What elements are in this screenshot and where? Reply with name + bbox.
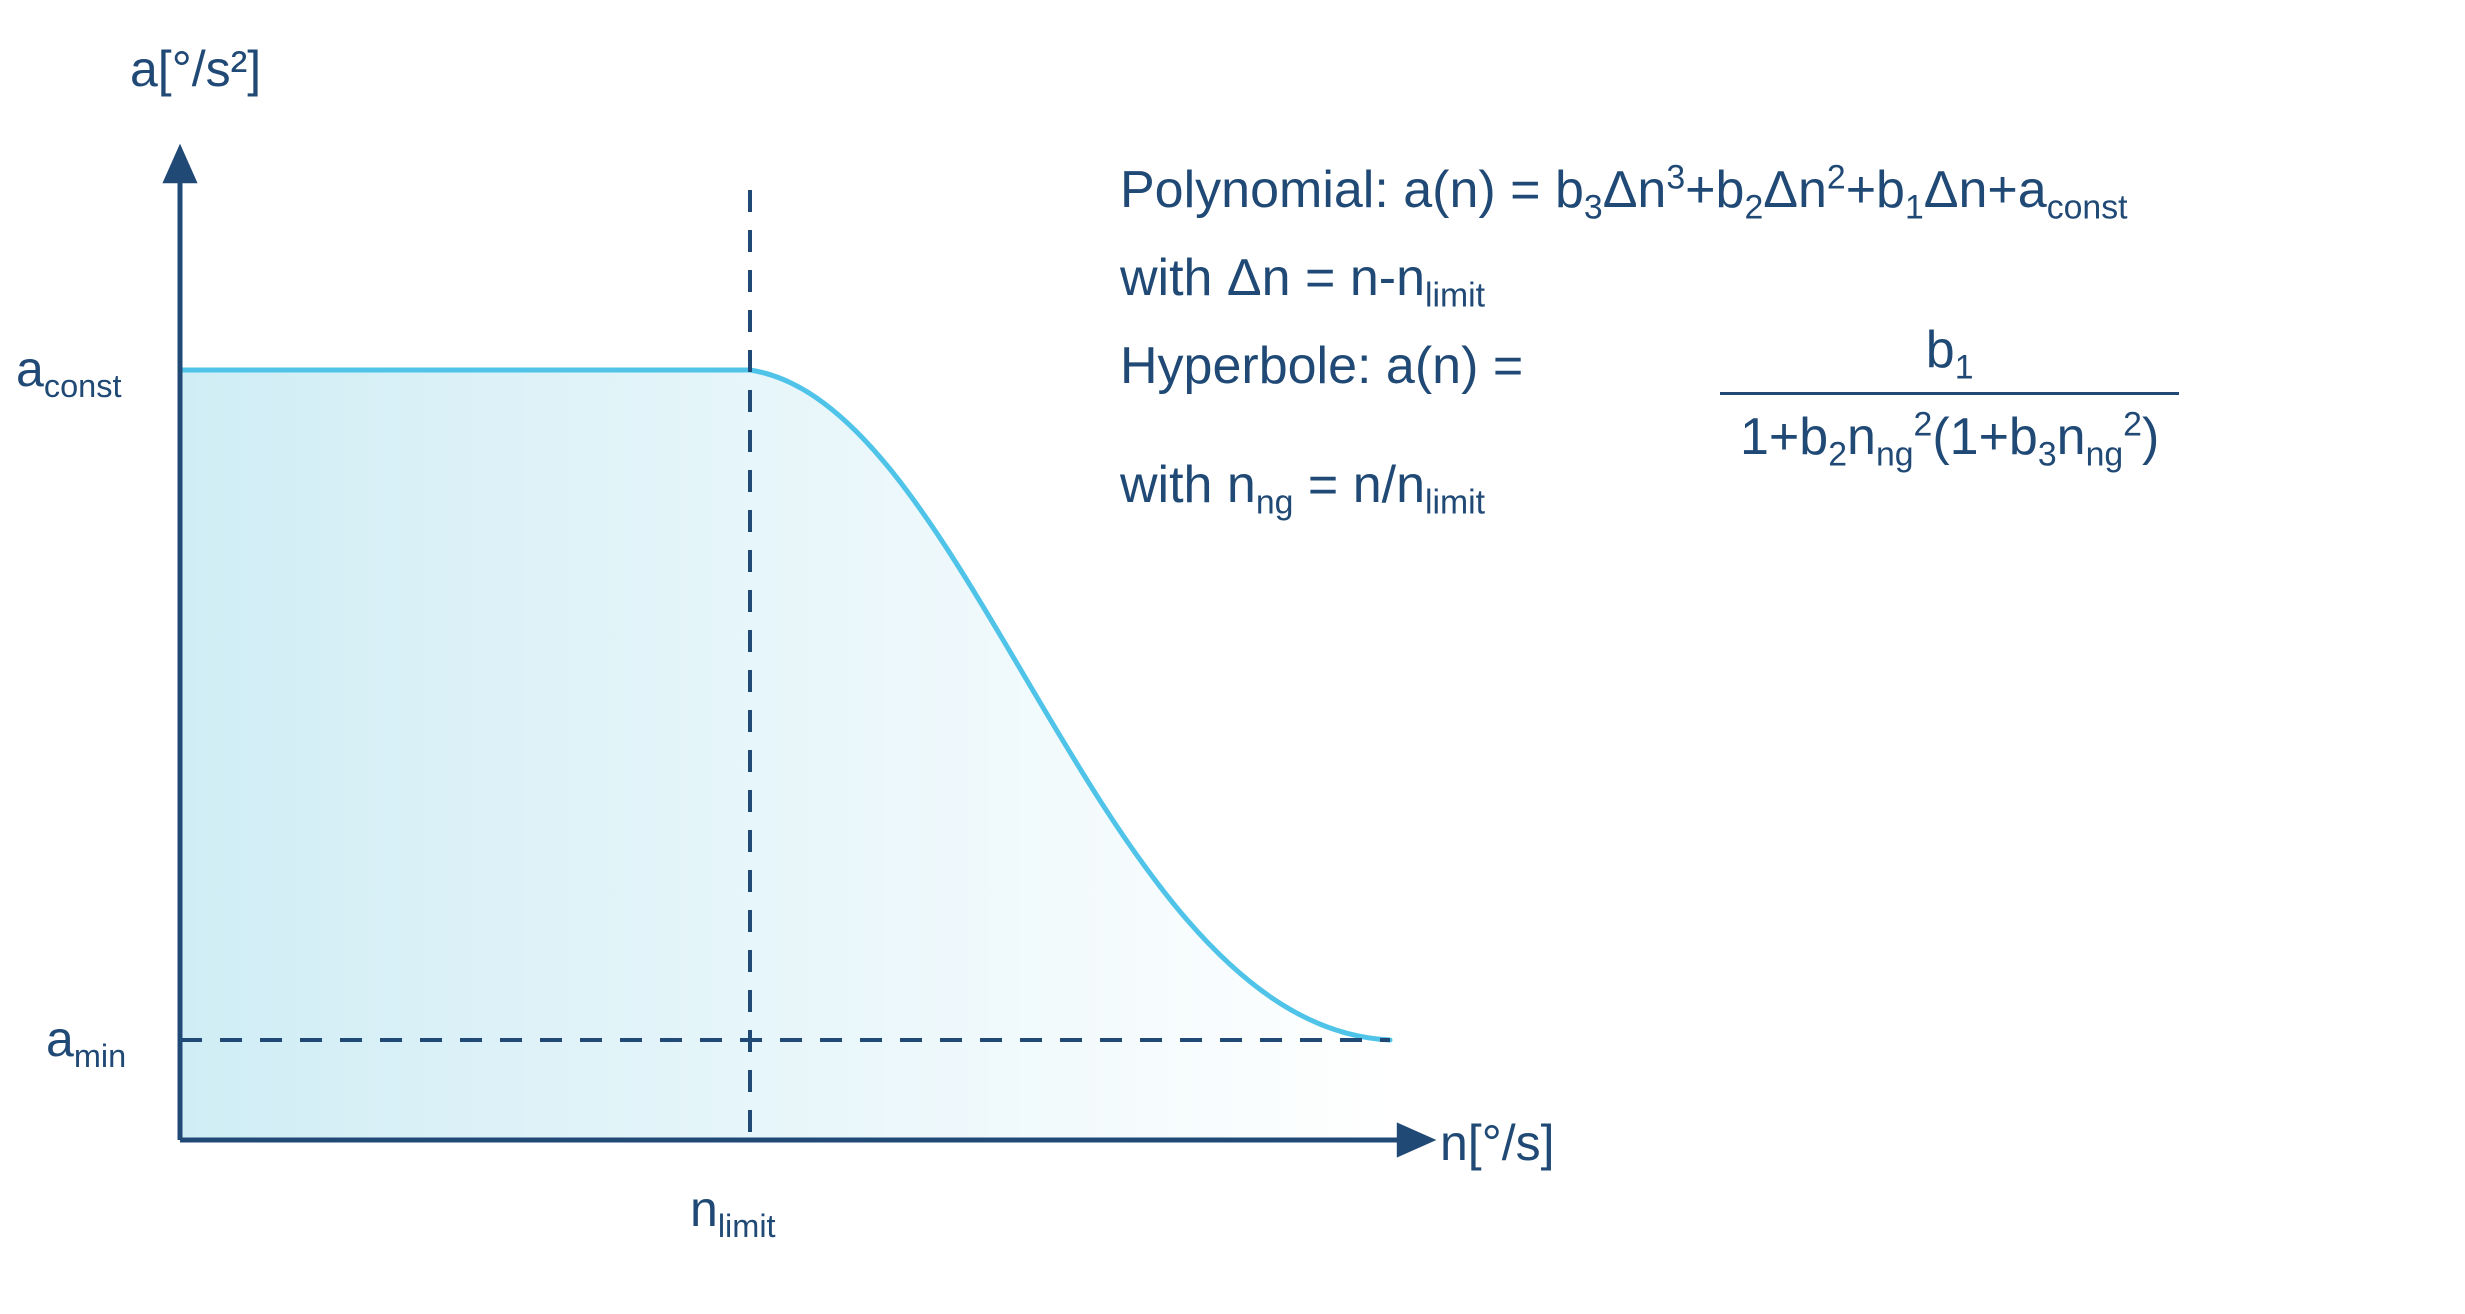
y-axis-arrow-icon (162, 144, 197, 184)
fraction-numerator: b1 (1720, 320, 2179, 392)
with-delta-n: with Δn = n-nlimit (1120, 248, 1485, 308)
a-const-label: aconst (16, 340, 122, 398)
x-axis-arrow-icon (1397, 1122, 1437, 1157)
polynomial-formula: Polynomial: a(n) = b3Δn3+b2Δn2+b1Δn+acon… (1120, 160, 2128, 220)
hyperbole-fraction: b1 1+b2nng2(1+b3nng2) (1720, 320, 2179, 467)
fraction: b1 1+b2nng2(1+b3nng2) (1720, 320, 2179, 467)
n-limit-label: nlimit (690, 1180, 776, 1238)
diagram-root: { "colors": { "text": "#204a75", "axis":… (0, 0, 2465, 1314)
fraction-denominator: 1+b2nng2(1+b3nng2) (1720, 392, 2179, 467)
a-min-label: amin (46, 1010, 126, 1068)
y-axis-title: a[°/s²] (130, 40, 261, 98)
x-axis-title: n[°/s] (1440, 1114, 1554, 1172)
with-nng: with nng = n/nlimit (1120, 455, 1485, 515)
hyperbole-prefix: Hyperbole: a(n) = (1120, 336, 1523, 396)
